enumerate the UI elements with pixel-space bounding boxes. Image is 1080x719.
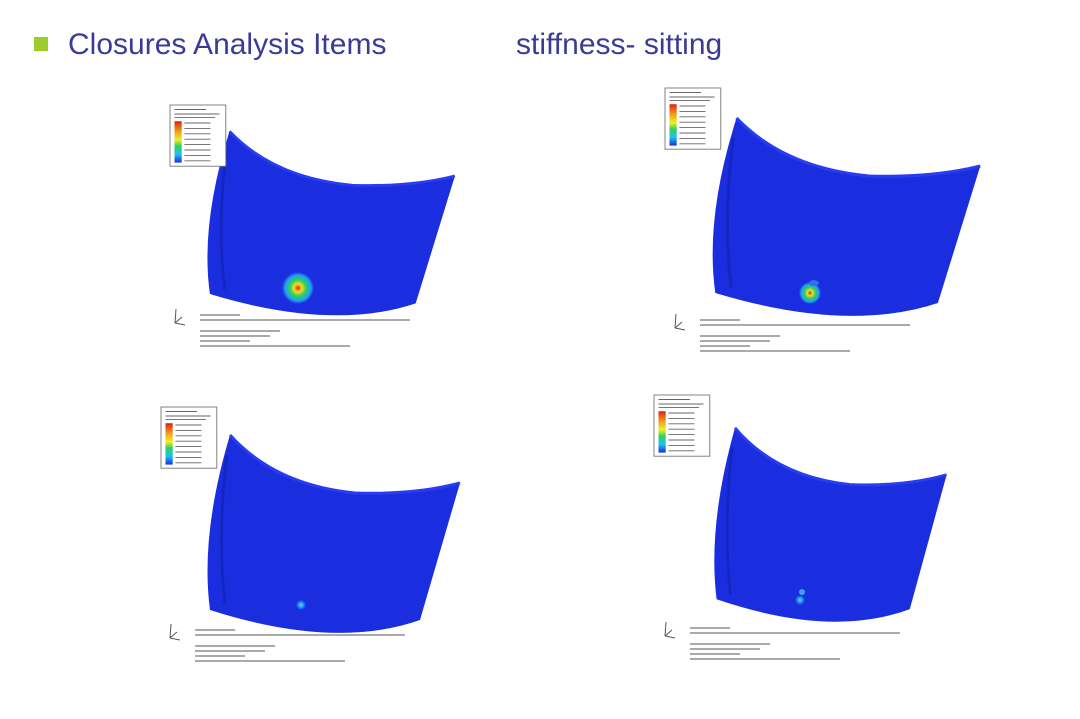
result-panel	[653, 394, 949, 660]
bullet	[34, 37, 48, 51]
result-panel	[664, 87, 982, 352]
result-panel	[169, 104, 457, 347]
slide-title: Closures Analysis Items	[68, 28, 386, 61]
slide-subtitle: stiffness- sitting	[516, 28, 722, 61]
result-panel	[160, 406, 462, 662]
